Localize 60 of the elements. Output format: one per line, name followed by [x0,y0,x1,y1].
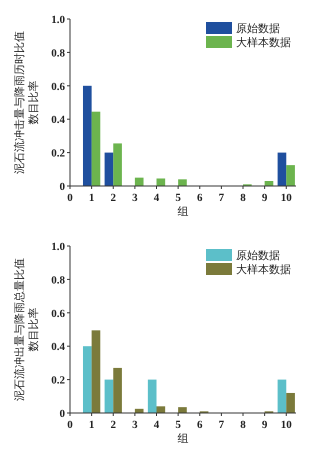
legend-label: 原始数据 [236,250,280,262]
x-tick-label: 9 [262,419,268,431]
y-tick-label: 0.2 [51,374,66,387]
x-tick-label: 5 [175,192,182,204]
y-tick-label: 0 [60,408,66,420]
bar [178,407,187,413]
bar [264,180,274,186]
y-tick-label: 0.8 [51,47,66,60]
y-tick-label: 1.0 [51,14,66,26]
x-tick-label: 8 [240,192,246,204]
bar [134,178,144,186]
x-axis-title: 组 [178,206,188,218]
y-tick-label: 0.6 [51,308,66,320]
y-tick-label: 0.4 [51,114,66,126]
bar [178,179,187,186]
bar [82,86,92,186]
legend-label: 大样本数据 [236,36,291,49]
bar [113,143,122,186]
legend-label: 原始数据 [236,23,280,35]
x-tick-label: 1 [88,192,94,204]
x-tick-label: 8 [240,419,246,431]
x-tick-label: 3 [132,419,138,431]
y-axis-title: 泥石流冲击量与降雨历时比值数目比率 [13,31,40,174]
y-tick-label: 0.2 [51,148,66,160]
x-tick-label: 2 [110,192,117,204]
bar [82,346,92,413]
x-tick-label: 4 [154,192,160,204]
x-tick-label: 4 [154,419,160,431]
x-tick-label: 1 [88,419,94,431]
x-tick-label: 0 [67,419,74,431]
bar [286,165,295,186]
bar [104,380,114,413]
x-tick-label: 3 [132,192,138,204]
x-tick-label: 7 [218,192,225,204]
bar [278,380,286,413]
bar [148,380,157,413]
x-tick-label: 9 [262,192,268,204]
x-tick-label: 6 [197,192,204,204]
x-tick-label: 0 [67,192,74,204]
x-tick-label: 10 [280,192,292,204]
bar [104,152,114,186]
bar [156,178,166,186]
bar [278,152,286,186]
y-tick-label: 0.6 [51,80,66,93]
x-tick-label: 6 [197,419,204,431]
y-tick-label: 1.0 [51,241,66,253]
bar [286,392,295,413]
y-tick-label: 0.8 [51,274,66,286]
y-tick-label: 0 [60,181,66,193]
bar [113,368,122,413]
y-tick-label: 0.4 [51,341,66,354]
x-axis-title: 组 [178,433,188,445]
x-tick-label: 5 [175,419,182,431]
bar [92,330,100,413]
x-tick-label: 2 [110,419,117,431]
x-tick-label: 7 [218,419,225,431]
y-axis-title: 泥石流冲出量与降雨总量比值数目比率 [13,258,40,401]
bar [92,112,100,186]
legend-label: 大样本数据 [236,263,291,276]
x-tick-label: 10 [280,419,292,431]
